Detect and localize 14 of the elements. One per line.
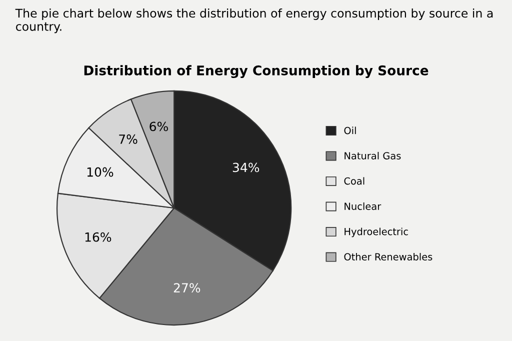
- text: The pie chart below shows the distribution of energy consumption by source in a country.: [15, 8, 493, 34]
- legend-label: Hydroelectric: [344, 228, 408, 238]
- data-label: 10%: [87, 167, 114, 177]
- legend-label: Coal: [344, 177, 364, 185]
- chart-title: Distribution of Energy Consumption by Source: [84, 65, 428, 78]
- legend-label: Other Renewables: [344, 252, 432, 260]
- data-label: 16%: [85, 232, 112, 242]
- legend-label: Nuclear: [344, 202, 382, 210]
- legend-label: Natural Gas: [344, 152, 401, 160]
- data-label: 7%: [119, 134, 138, 144]
- data-label: 34%: [232, 162, 260, 172]
- legend-label: Oil: [344, 126, 356, 134]
- data-label: 27%: [174, 283, 200, 293]
- data-label: 6%: [150, 122, 168, 132]
